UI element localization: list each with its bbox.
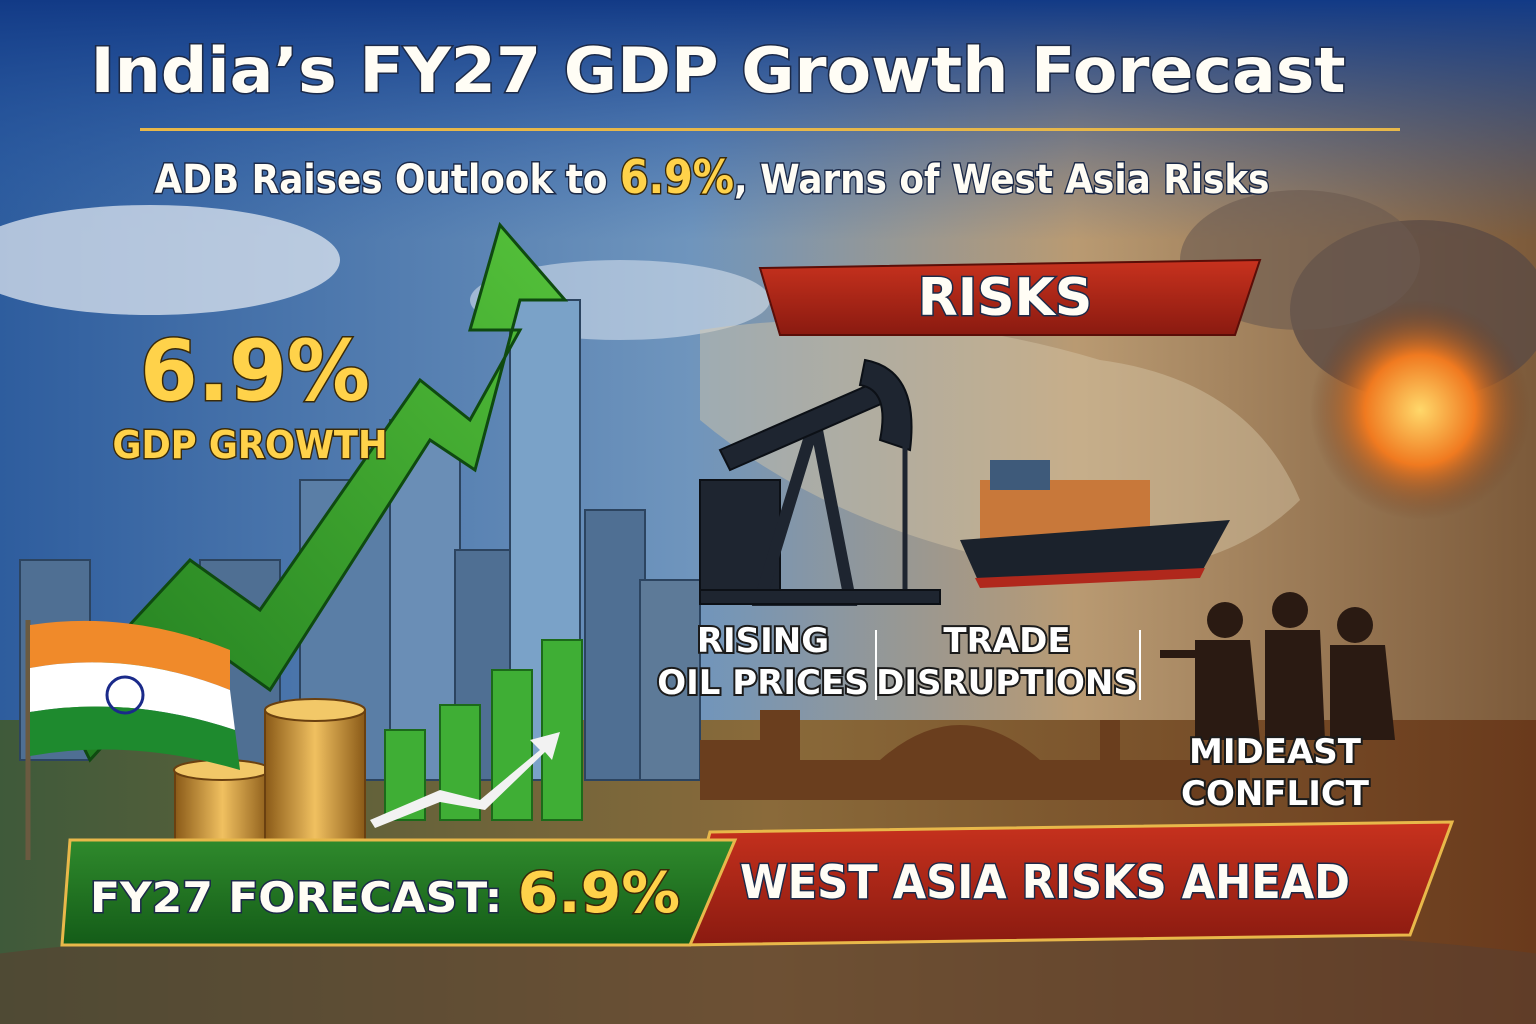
growth-arrow [58, 221, 569, 763]
cloud [0, 205, 340, 315]
coin-top [264, 698, 366, 722]
pump-platform [699, 589, 941, 605]
flag-saffron [30, 620, 230, 690]
risk-item-line: OIL PRICES [657, 663, 868, 703]
building [584, 509, 646, 781]
risk-item-line: MIDEAST [1189, 732, 1362, 772]
subtitle-text: ADB Raises Outlook to [155, 157, 620, 203]
risks-banner [758, 258, 1262, 336]
soldier-head [1207, 602, 1243, 638]
bar-decor [491, 669, 533, 821]
city-silhouette [700, 710, 1250, 800]
risk-item-line: CONFLICT [1181, 774, 1370, 814]
bridge [990, 460, 1050, 490]
forecast-banner [60, 838, 738, 947]
risks-heading: RISKS [918, 268, 1093, 328]
desert-skyline [700, 710, 1250, 800]
building [639, 579, 701, 781]
warning-text: WEST ASIA RISKS AHEAD [740, 855, 1350, 909]
growth-value: 6.9% [140, 322, 370, 420]
india-flag [25, 620, 240, 860]
small-arrow [370, 732, 560, 828]
soldier-body [1265, 630, 1325, 740]
coin-stacks [173, 698, 366, 851]
coin-stack [264, 709, 366, 851]
pump-base [699, 479, 781, 591]
title-rule [140, 128, 1400, 131]
risk-item-line: DISRUPTIONS [876, 663, 1138, 703]
forecast-label-text: FY27 FORECAST: [90, 873, 502, 922]
flag-white [30, 662, 235, 730]
flag-chakra [105, 675, 145, 715]
subtitle-highlight: 6.9% [620, 150, 734, 204]
growth-label: GDP GROWTH [113, 423, 388, 467]
forecast-value: 6.9% [518, 861, 680, 926]
rifle [1160, 650, 1220, 658]
flag-green [30, 706, 240, 770]
subtitle: ADB Raises Outlook to 6.9%, Warns of Wes… [155, 150, 1270, 204]
soldier-body [1330, 645, 1395, 740]
coin-stack [174, 769, 271, 851]
oil-pump [699, 358, 941, 606]
forecast-label: FY27 FORECAST: 6.9% [90, 861, 680, 926]
subtitle-text: , Warns of West Asia Risks [734, 157, 1269, 203]
cargo-ship [960, 460, 1230, 588]
pump-head [858, 358, 913, 452]
title: India’s FY27 GDP Growth Forecast [91, 34, 1346, 107]
risk-item-line: TRADE [943, 621, 1070, 661]
soldier-body [1195, 640, 1260, 740]
risk-item-line: RISING [697, 621, 829, 661]
soldiers [1160, 592, 1395, 740]
bar-decor [541, 639, 583, 821]
hull-stripe [975, 568, 1205, 588]
soldier-head [1272, 592, 1308, 628]
hull [960, 520, 1230, 585]
soldier-head [1337, 607, 1373, 643]
explosion [1310, 300, 1530, 520]
